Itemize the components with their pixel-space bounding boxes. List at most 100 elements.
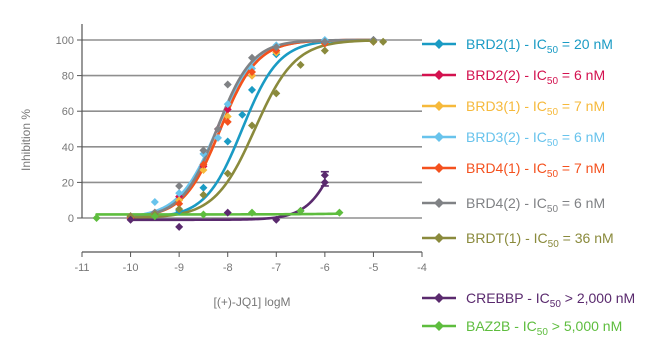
legend-label-prefix: BRD2(1) - IC <box>466 36 547 52</box>
data-point <box>175 181 184 190</box>
legend-label-prefix: BRD3(1) - IC <box>466 98 547 114</box>
legend-entry: CREBBP - IC50 > 2,000 nM <box>466 290 635 310</box>
legend-label-subscript: 50 <box>550 299 562 310</box>
data-point <box>199 160 208 169</box>
legend-entry: BRD2(2) - IC50 = 6 nM <box>466 67 605 87</box>
data-point <box>199 165 208 174</box>
y-tick-label: 20 <box>62 177 74 189</box>
data-point <box>223 80 232 89</box>
legend-label-subscript: 50 <box>547 107 559 118</box>
legend-label-suffix: = 6 nM <box>558 67 605 83</box>
data-point <box>238 110 247 119</box>
legend-swatch-marker <box>434 163 444 173</box>
legend-label-prefix: BRDT(1) - IC <box>466 230 548 246</box>
data-point <box>320 37 329 46</box>
data-point <box>248 121 256 130</box>
legend-label-subscript: 50 <box>547 76 559 87</box>
data-point <box>335 208 344 217</box>
data-point <box>126 215 135 224</box>
data-point <box>320 171 329 180</box>
data-point <box>223 169 232 178</box>
legend-label-suffix: = 36 nM <box>559 230 614 246</box>
data-point <box>320 178 329 187</box>
legend-swatch-marker <box>434 293 444 303</box>
data-point <box>199 146 208 155</box>
data-point <box>248 53 256 62</box>
fit-curve <box>95 212 341 216</box>
data-point <box>272 89 281 98</box>
y-tick-label: 100 <box>56 35 74 47</box>
y-tick-label: 40 <box>62 142 74 154</box>
data-point <box>296 206 305 215</box>
data-point <box>272 215 281 224</box>
data-point <box>92 214 101 222</box>
data-point <box>223 112 232 121</box>
data-point <box>223 208 232 217</box>
data-point <box>175 199 184 208</box>
data-point <box>214 133 222 142</box>
data-point <box>379 37 388 46</box>
legend-label-prefix: BRD2(2) - IC <box>466 67 547 83</box>
data-point <box>223 105 232 114</box>
legend-label-prefix: CREBBP - IC <box>466 290 550 306</box>
legend-swatch-marker <box>434 70 444 80</box>
x-tick-label: -9 <box>174 262 184 274</box>
data-point <box>199 210 208 219</box>
legend-entry: BRDT(1) - IC50 = 36 nM <box>466 230 614 250</box>
data-point <box>369 37 378 46</box>
legend-label-prefix: BRD4(1) - IC <box>466 160 547 176</box>
x-tick-label: -4 <box>417 262 427 274</box>
legend-entry: BRD4(1) - IC50 = 7 nM <box>466 160 605 180</box>
legend-label-prefix: BRD4(2) - IC <box>466 195 547 211</box>
legend-label-prefix: BAZ2B - IC <box>466 318 537 334</box>
x-tick-label: -11 <box>74 262 89 274</box>
legend-label-suffix: = 7 nM <box>558 98 605 114</box>
legend-label-suffix: = 6 nM <box>558 129 605 145</box>
y-tick-label: 80 <box>62 71 74 83</box>
data-point <box>296 60 305 69</box>
data-point <box>272 43 281 52</box>
data-point <box>248 68 256 77</box>
data-point <box>199 190 208 199</box>
y-tick-label: 60 <box>62 106 74 118</box>
data-point <box>223 117 232 126</box>
legend-label-subscript: 50 <box>547 138 559 149</box>
legend-swatch-marker <box>434 39 444 49</box>
data-point <box>175 205 184 214</box>
y-axis-title: Inhibition % <box>19 109 33 171</box>
x-tick-label: -5 <box>369 262 379 274</box>
legend-swatch-marker <box>434 132 444 142</box>
legend-entry: BRD3(2) - IC50 = 6 nM <box>466 129 605 149</box>
data-point <box>175 222 184 231</box>
legend-swatch-marker <box>434 101 444 111</box>
legend-swatch-marker <box>434 321 444 331</box>
legend-label-suffix: = 6 nM <box>558 195 605 211</box>
legend-label-suffix: = 7 nM <box>558 160 605 176</box>
data-point <box>248 85 256 94</box>
legend-entry: BRD3(1) - IC50 = 7 nM <box>466 98 605 118</box>
legend-swatch-marker <box>434 233 444 243</box>
legend-label-subscript: 50 <box>547 45 559 56</box>
legend-label-suffix: > 2,000 nM <box>561 290 635 306</box>
legend-label-subscript: 50 <box>537 327 549 336</box>
data-point <box>320 46 329 55</box>
data-point <box>223 100 232 109</box>
legend-label-subscript: 50 <box>547 169 559 180</box>
legend-label-suffix: > 5,000 nM <box>548 318 622 334</box>
data-point <box>223 137 232 146</box>
x-tick-label: -10 <box>123 262 139 274</box>
y-tick-label: 0 <box>68 213 74 225</box>
x-tick-label: -7 <box>271 262 281 274</box>
legend-label-subscript: 50 <box>548 239 560 250</box>
data-point <box>150 212 159 221</box>
legend-label-subscript: 50 <box>547 204 559 215</box>
x-tick-label: -6 <box>320 262 330 274</box>
x-axis-title: [(+)-JQ1] logM <box>213 295 290 309</box>
x-tick-label: -8 <box>223 262 233 274</box>
legend-entry: BRD2(1) - IC50 = 20 nM <box>466 36 613 56</box>
data-point <box>248 208 256 217</box>
legend-entry: BRD4(2) - IC50 = 6 nM <box>466 195 605 215</box>
data-point <box>150 197 159 206</box>
